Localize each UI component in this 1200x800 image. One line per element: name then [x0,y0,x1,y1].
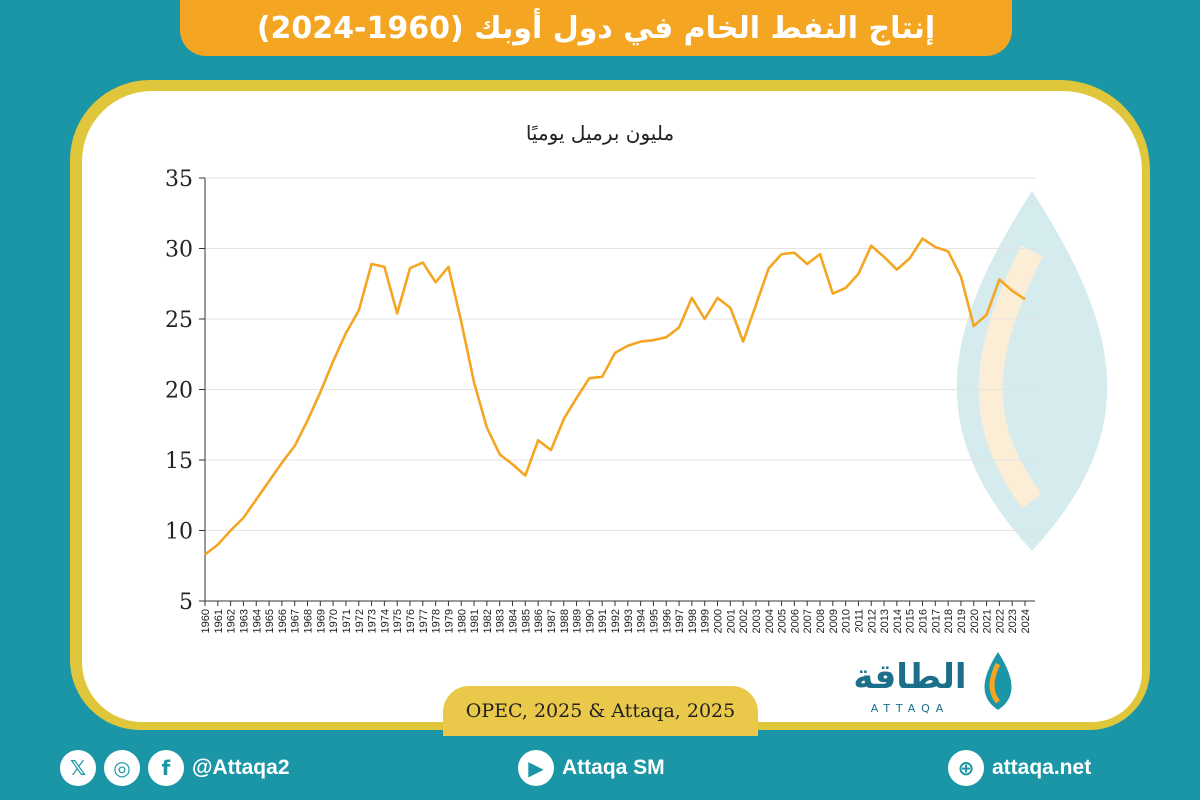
x-tick-label: 2022 [994,609,1006,633]
globe-icon: ⊕ [948,750,984,786]
x-tick-label: 2003 [751,609,763,633]
x-tick-label: 1998 [687,609,699,633]
x-tick-label: 1994 [636,609,648,633]
x-tick-label: 2010 [841,609,853,633]
x-tick-label: 2012 [866,609,878,633]
x-tick-label: 1967 [290,609,302,633]
x-tick-label: 2006 [789,609,801,633]
x-tick-label: 1965 [264,609,276,633]
social-links: 𝕏 ◎ f @Attaqa2 [60,750,290,786]
x-tick-label: 1991 [597,609,609,633]
x-tick-label: 2002 [738,609,750,633]
x-tick-label: 1988 [559,609,571,633]
x-tick-label: 1983 [495,609,507,633]
x-tick-label: 2018 [943,609,955,633]
x-tick-label: 2014 [892,609,904,633]
x-tick-label: 2011 [853,609,865,633]
x-tick-label: 2017 [930,609,942,633]
x-tick-label: 2008 [815,609,827,633]
x-tick-label: 1962 [226,609,238,633]
x-tick-label: 1976 [405,609,417,633]
x-tick-label: 1964 [251,609,263,633]
instagram-icon[interactable]: ◎ [104,750,140,786]
svg-text:الطاقة: الطاقة [853,657,966,697]
source-tab: OPEC, 2025 & Attaqa, 2025 [443,686,758,736]
x-tick-label: 1980 [456,609,468,633]
series-line [204,237,1026,556]
x-tick-label: 1993 [623,609,635,633]
website-link[interactable]: ⊕ attaqa.net [948,750,1091,786]
x-tick-label: 1982 [482,609,494,633]
x-tick-label: 1986 [533,609,545,633]
x-tick-label: 2019 [956,609,968,633]
y-tick-label: 10 [165,520,193,545]
x-tick-label: 2013 [879,609,891,633]
y-tick-label: 20 [165,379,193,404]
x-tick-label: 1969 [315,609,327,633]
x-tick-label: 2016 [918,609,930,633]
x-tick-label: 2021 [982,609,994,633]
x-tick-label: 2009 [828,609,840,633]
x-tick-label: 1987 [546,609,558,633]
x-tick-label: 2007 [802,609,814,633]
y-tick-label: 35 [165,167,193,192]
title-banner: إنتاج النفط الخام في دول أوبك (1960-2024… [180,0,1012,56]
y-tick-label: 15 [165,449,193,474]
x-tick-label: 2020 [969,609,981,633]
x-tick-label: 1990 [584,609,596,633]
x-tick-label: 1985 [520,609,532,633]
x-tick-label: 1984 [508,609,520,633]
x-tick-label: 1966 [277,609,289,633]
source-text: OPEC, 2025 & Attaqa, 2025 [465,700,736,722]
x-tick-label: 1970 [328,609,340,633]
y-tick-label: 25 [165,308,193,333]
x-tick-label: 1992 [610,609,622,633]
facebook-icon[interactable]: f [148,750,184,786]
x-tick-label: 1978 [431,609,443,633]
x-tick-label: 1972 [354,609,366,633]
x-tick-label: 1971 [341,609,353,633]
x-tick-label: 1997 [674,609,686,633]
x-tick-label: 1961 [213,609,225,633]
svg-text:ATTAQA: ATTAQA [871,702,950,715]
x-tick-label: 2023 [1007,609,1019,633]
x-tick-label: 2004 [764,609,776,633]
x-tick-label: 2000 [713,609,725,633]
youtube-icon: ▶ [518,750,554,786]
x-tick-label: 1977 [418,609,430,633]
footer-bar: 𝕏 ◎ f @Attaqa2 ▶ Attaqa SM ⊕ attaqa.net [0,740,1200,800]
x-tick-label: 1974 [379,609,391,633]
x-tick-label: 2015 [905,609,917,633]
x-tick-label: 1975 [392,609,404,633]
x-tick-label: 2024 [1020,609,1032,633]
x-tick-label: 2001 [725,609,737,633]
x-tick-label: 1996 [661,609,673,633]
x-tick-label: 1963 [238,609,250,633]
x-icon[interactable]: 𝕏 [60,750,96,786]
x-tick-label: 1979 [443,609,455,633]
website-label: attaqa.net [992,756,1092,779]
chart-panel [82,91,1142,722]
x-tick-label: 1995 [648,609,660,633]
x-tick-label: 1981 [469,609,481,633]
x-tick-label: 1960 [200,609,212,633]
x-tick-label: 1999 [700,609,712,633]
youtube-link[interactable]: ▶ Attaqa SM [518,750,665,786]
watermark-drop-icon [956,191,1108,551]
y-tick-label: 30 [165,238,193,263]
page-title: إنتاج النفط الخام في دول أوبك (1960-2024… [256,10,936,46]
attaqa-logo: الطاقة ATTAQA [853,652,1012,715]
social-handle[interactable]: @Attaqa2 [192,756,290,779]
y-tick-label: 5 [179,590,193,615]
x-tick-label: 1989 [572,609,584,633]
x-tick-label: 1973 [367,609,379,633]
x-tick-label: 1968 [303,609,315,633]
youtube-label: Attaqa SM [562,756,665,779]
y-axis-label: مليون برميل يوميًا [526,121,674,145]
x-tick-label: 2005 [777,609,789,633]
